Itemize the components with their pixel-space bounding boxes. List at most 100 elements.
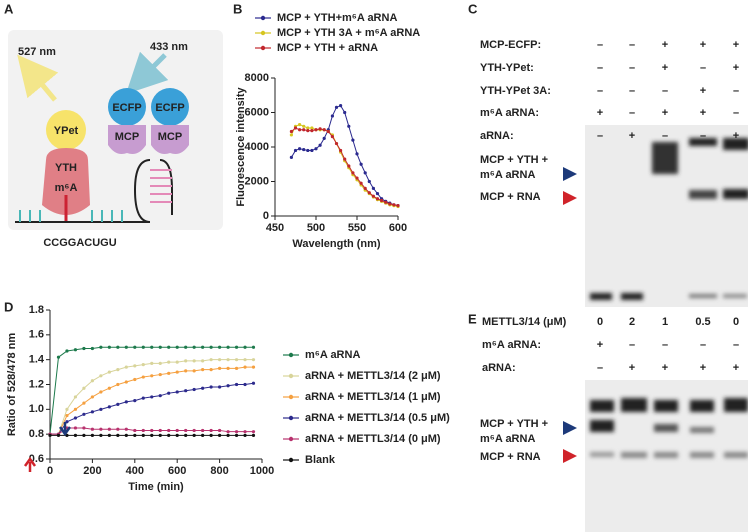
y-axis-label: Ratio of 528/478 nm [6,333,18,437]
gel [563,380,748,532]
band [654,424,678,432]
data-point [302,128,306,132]
cell: – [700,62,706,74]
cell: + [629,130,635,142]
data-point [107,370,111,374]
data-point [133,433,137,438]
legend-item: m⁶A aRNA [283,349,360,361]
cell: + [700,85,706,97]
y-tick-label: 1.8 [29,304,44,316]
data-point [150,345,154,349]
band [724,398,748,412]
y-tick-label: 1.4 [29,354,45,366]
data-point [234,382,239,387]
data-point [330,135,334,139]
legend-marker [288,457,294,463]
band [689,294,717,298]
data-point [310,148,314,153]
axes: 0 2000 4000 6000 8000 450 500 550 600 Wavelength … [235,72,407,250]
data-point [192,433,196,438]
data-point [99,433,103,438]
data-point [234,345,239,349]
data-point [192,359,196,363]
data-point [73,433,78,438]
data-point [124,427,128,431]
row-label: METTL3/14 (μM) [482,316,567,328]
data-point [314,128,318,132]
cell: + [700,362,706,374]
data-point [201,386,205,390]
data-point [116,433,120,438]
legend-label: m⁶A aRNA [305,349,360,361]
cell: – [597,39,603,51]
data-point [209,358,213,362]
cell: + [629,362,635,374]
data-point [209,428,213,433]
data-point [124,345,128,349]
data-point [201,368,205,372]
cell: – [700,130,706,142]
data-point [226,384,230,388]
legend-label: aRNA + METTL3/14 (1 μM) [305,391,441,403]
data-point [73,407,78,411]
data-point [392,203,396,207]
row-label: m⁶A aRNA: [480,107,539,119]
data-point [201,433,205,438]
legend-item: MCP + YTH+m⁶A aRNA [255,12,397,24]
panel-label: B [233,1,242,16]
data-point [226,345,230,349]
band [621,293,643,300]
series-line [50,382,254,435]
data-point [375,191,380,196]
data-point [73,348,78,352]
cell: + [662,62,668,74]
data-point [158,372,162,377]
x-tick-label: 500 [307,222,325,234]
data-point [124,400,128,404]
band-label: m⁶A aRNA [480,169,535,181]
x-tick-label: 550 [348,222,366,234]
x-axis-label: Wavelength (nm) [292,238,381,250]
panel-label: C [468,1,478,16]
band-label: m⁶A aRNA [480,433,535,445]
band [724,452,748,458]
data-point [209,433,213,438]
data-point [226,358,230,362]
data-point [133,428,137,433]
data-point [167,360,171,364]
data-point [339,148,343,153]
legend-label: aRNA + METTL3/14 (2 μM) [305,370,441,382]
data-point [141,345,145,349]
y-tick-label: 1.6 [29,329,44,341]
data-point [82,386,86,390]
axes: 0.60.81.01.21.41.61.80 200 400 600 800 1000Ti… [6,304,274,493]
band-label: MCP + RNA [480,451,541,463]
data-point [158,361,162,365]
y-tick-label: 8000 [245,72,269,84]
legend-label: Blank [305,454,336,466]
data-point [90,427,94,431]
data-point [351,138,355,142]
ecfp [108,88,146,126]
cell: + [662,107,668,119]
x-tick-label: 450 [266,222,284,234]
data-point [184,359,188,363]
data-point [218,345,222,349]
arrow [58,422,72,437]
data-point [116,427,120,431]
data-point [184,428,188,433]
cell: – [700,339,706,351]
cell: – [597,130,603,142]
data-point [65,349,69,353]
data-point [90,395,94,399]
row-label: YTH-YPet 3A: [480,85,551,97]
data-point [158,345,162,349]
data-point [289,155,293,159]
row-label: aRNA: [482,362,516,374]
bases [19,210,123,222]
data-point [251,381,256,385]
gel [563,125,748,307]
data-point [90,379,94,383]
y-axis-label: Fluorescence intensity [235,87,247,207]
